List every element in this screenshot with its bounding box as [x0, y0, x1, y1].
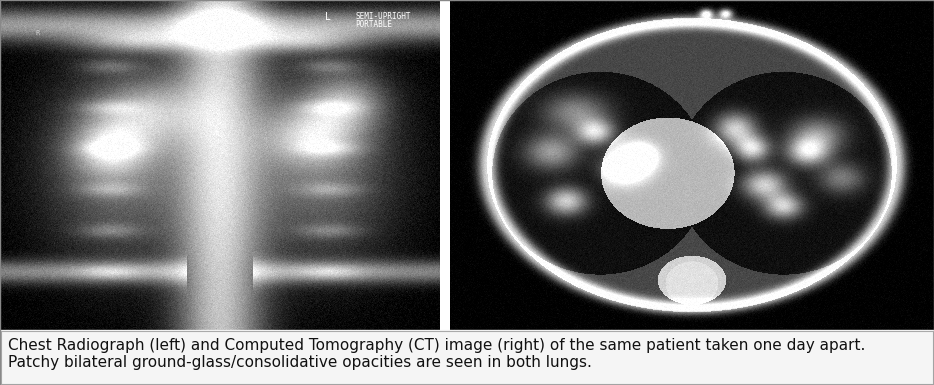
Text: PORTABLE: PORTABLE — [355, 20, 392, 29]
Text: L: L — [325, 12, 331, 22]
Text: SEMI-UPRIGHT: SEMI-UPRIGHT — [355, 12, 411, 21]
Bar — [1, 331, 933, 384]
Text: Patchy bilateral ground-glass/consolidative opacities are seen in both lungs.: Patchy bilateral ground-glass/consolidat… — [8, 355, 592, 370]
Text: R: R — [35, 30, 39, 36]
Bar — [0, 330, 934, 385]
Text: Chest Radiograph (left) and Computed Tomography (CT) image (right) of the same p: Chest Radiograph (left) and Computed Tom… — [8, 338, 866, 353]
